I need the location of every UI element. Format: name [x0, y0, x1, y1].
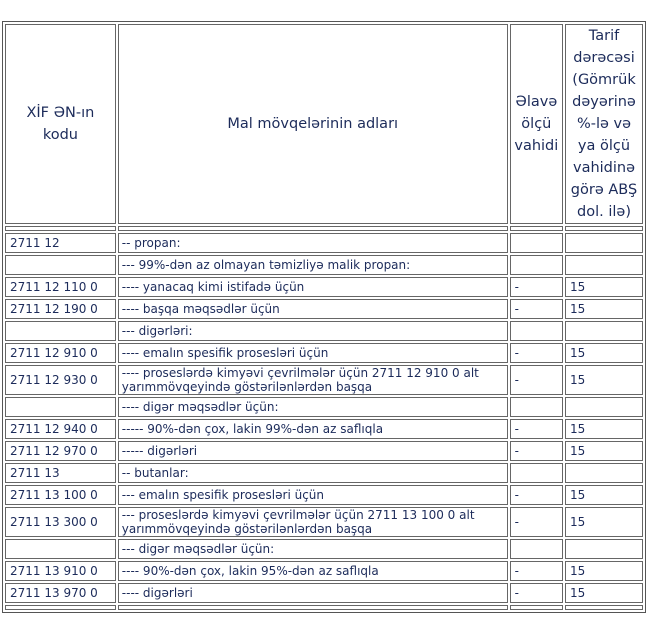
cut-off-row [5, 605, 643, 610]
cell-unit [509, 463, 563, 483]
table-row: 2711 13 970 0 ---- digərləri -15 [5, 583, 643, 603]
table-row: 2711 13 100 0 --- emalın spesifik prosesl… [5, 485, 643, 505]
cell-name: ---- başqa məqsədlər üçün [117, 299, 508, 319]
cell-name: -- butanlar: [117, 463, 508, 483]
cell-rate: 15 [565, 419, 643, 439]
table-row: 2711 12 970 0 ----- digərləri -15 [5, 441, 643, 461]
cell-name: ---- yanacaq kimi istifadə üçün [117, 277, 508, 297]
table-row: 2711 13 -- butanlar: [5, 463, 643, 483]
cell-rate: 15 [565, 299, 643, 319]
cell-name: ---- proseslərdə kimyəvi çevrilmələr üçü… [117, 365, 508, 395]
cell-rate [565, 321, 643, 341]
cell-code [5, 255, 116, 275]
cell-name: ---- digərləri [117, 583, 508, 603]
cell-unit [509, 233, 563, 253]
cell-code: 2711 12 190 0 [5, 299, 116, 319]
table-row: 2711 12 110 0 ---- yanacaq kimi istifadə … [5, 277, 643, 297]
cell-name: ---- digər məqsədlər üçün: [117, 397, 508, 417]
cut-off-row [5, 226, 643, 231]
cell-name: --- digər məqsədlər üçün: [117, 539, 508, 559]
cell-code [5, 321, 116, 341]
cell-rate: 15 [565, 507, 643, 537]
tariff-table: XİF ƏN-ın kodu Mal mövqelərinin adları Ə… [2, 21, 646, 613]
cell-name: ----- digərləri [117, 441, 508, 461]
cell-code [5, 397, 116, 417]
cell-code: 2711 13 100 0 [5, 485, 116, 505]
cell-name: --- emalın spesifik prosesləri üçün [117, 485, 508, 505]
cell-code [5, 539, 116, 559]
cell-name: -- propan: [117, 233, 508, 253]
cell-unit: - [509, 299, 563, 319]
table-row: 2711 12 930 0 ---- proseslərdə kimyəvi çe… [5, 365, 643, 395]
table-row: 2711 13 910 0 ---- 90%-dən çox, lakin 95%… [5, 561, 643, 581]
header-code: XİF ƏN-ın kodu [5, 24, 116, 224]
cell-name: ---- emalın spesifik prosesləri üçün [117, 343, 508, 363]
cell-rate: 15 [565, 343, 643, 363]
cell-code: 2711 13 910 0 [5, 561, 116, 581]
cell-rate [565, 539, 643, 559]
cell-unit: - [509, 277, 563, 297]
cell-unit: - [509, 419, 563, 439]
cell-rate: 15 [565, 561, 643, 581]
table-row: --- digər məqsədlər üçün: [5, 539, 643, 559]
table-row: 2711 12 910 0 ---- emalın spesifik proses… [5, 343, 643, 363]
cell-unit [509, 397, 563, 417]
cell-unit [509, 321, 563, 341]
cell-code: 2711 12 910 0 [5, 343, 116, 363]
header-row: XİF ƏN-ın kodu Mal mövqelərinin adları Ə… [5, 24, 643, 224]
cell-rate: 15 [565, 365, 643, 395]
cell-rate: 15 [565, 277, 643, 297]
table-row: 2711 13 300 0 --- proseslərdə kimyəvi çev… [5, 507, 643, 537]
cell-rate [565, 397, 643, 417]
table-row: ---- digər məqsədlər üçün: [5, 397, 643, 417]
header-name: Mal mövqelərinin adları [117, 24, 508, 224]
cell-code: 2711 12 110 0 [5, 277, 116, 297]
cell-code: 2711 12 970 0 [5, 441, 116, 461]
cell-unit [509, 255, 563, 275]
cell-name: --- proseslərdə kimyəvi çevrilmələr üçün… [117, 507, 508, 537]
cell-rate: 15 [565, 583, 643, 603]
cell-unit: - [509, 365, 563, 395]
cell-rate [565, 255, 643, 275]
table-row: 2711 12 940 0 ----- 90%-dən çox, lakin 99… [5, 419, 643, 439]
cell-unit [509, 539, 563, 559]
cell-rate: 15 [565, 441, 643, 461]
cell-unit: - [509, 507, 563, 537]
cell-code: 2711 12 940 0 [5, 419, 116, 439]
cell-code: 2711 13 [5, 463, 116, 483]
cell-unit: - [509, 485, 563, 505]
table-row: 2711 12 -- propan: [5, 233, 643, 253]
header-rate: Tarif dərəcəsi (Gömrük dəyərinə %-lə və … [565, 24, 643, 224]
table-row: --- digərləri: [5, 321, 643, 341]
cell-rate [565, 463, 643, 483]
cell-unit: - [509, 441, 563, 461]
cell-rate: 15 [565, 485, 643, 505]
header-unit: Əlavə ölçü vahidi [509, 24, 563, 224]
cell-code: 2711 12 930 0 [5, 365, 116, 395]
cell-unit: - [509, 343, 563, 363]
cell-name: --- 99%-dən az olmayan təmizliyə malik p… [117, 255, 508, 275]
table-row: 2711 12 190 0 ---- başqa məqsədlər üçün -1… [5, 299, 643, 319]
cell-code: 2711 13 300 0 [5, 507, 116, 537]
table-row: --- 99%-dən az olmayan təmizliyə malik p… [5, 255, 643, 275]
cell-rate [565, 233, 643, 253]
cell-name: --- digərləri: [117, 321, 508, 341]
cell-unit: - [509, 561, 563, 581]
cell-name: ---- 90%-dən çox, lakin 95%-dən az saflı… [117, 561, 508, 581]
cell-unit: - [509, 583, 563, 603]
cell-name: ----- 90%-dən çox, lakin 99%-dən az safl… [117, 419, 508, 439]
cell-code: 2711 12 [5, 233, 116, 253]
cell-code: 2711 13 970 0 [5, 583, 116, 603]
